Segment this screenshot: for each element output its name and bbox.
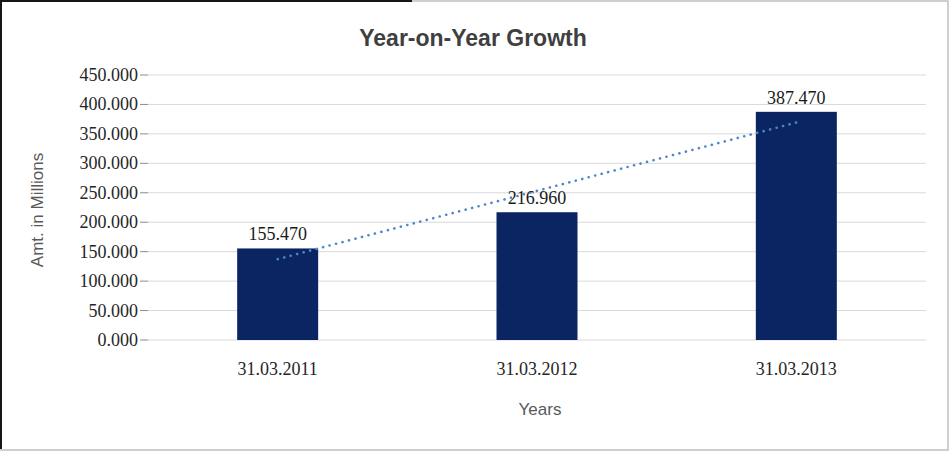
y-axis-tick-label: 50.000 xyxy=(89,301,139,321)
y-axis-tick-labels: 0.000 50.000 100.000 150.000 200.000 250.000 3… xyxy=(80,65,139,350)
y-axis-tick-label: 400.000 xyxy=(80,94,139,114)
frame-border-top-light xyxy=(412,0,949,2)
bar-series xyxy=(237,112,837,340)
x-axis-tick-label: 31.03.2011 xyxy=(237,359,317,379)
frame-border-top-dark xyxy=(0,0,412,2)
chart-frame: 0.000 50.000 100.000 150.000 200.000 250.000 3… xyxy=(0,0,949,451)
y-axis-tick-label: 150.000 xyxy=(80,242,139,262)
chart-title: Year-on-Year Growth xyxy=(359,25,587,51)
y-axis-tick-label: 0.000 xyxy=(98,330,139,350)
data-label: 387.470 xyxy=(767,88,826,108)
y-axis-tick-label: 100.000 xyxy=(80,271,139,291)
x-axis-title: Years xyxy=(519,400,562,419)
y-axis-title: Amt. in Millions xyxy=(28,153,47,267)
bar xyxy=(237,248,318,340)
y-axis-tick-label: 300.000 xyxy=(80,153,139,173)
chart-canvas: 0.000 50.000 100.000 150.000 200.000 250.000 3… xyxy=(0,0,949,451)
y-axis-tick-label: 250.000 xyxy=(80,183,139,203)
frame-border-left xyxy=(0,0,2,451)
y-axis-tick-label: 350.000 xyxy=(80,124,139,144)
bar xyxy=(497,212,578,340)
y-axis-tick-label: 200.000 xyxy=(80,212,139,232)
y-axis-tick-marks xyxy=(140,75,148,340)
data-label: 216.960 xyxy=(508,188,567,208)
x-axis-labels: 31.03.2011 31.03.2012 31.03.2013 xyxy=(237,359,836,379)
x-axis-tick-label: 31.03.2012 xyxy=(497,359,578,379)
x-axis-tick-label: 31.03.2013 xyxy=(756,359,837,379)
y-axis-tick-label: 450.000 xyxy=(80,65,139,85)
bar xyxy=(756,112,837,340)
data-label: 155.470 xyxy=(248,224,307,244)
